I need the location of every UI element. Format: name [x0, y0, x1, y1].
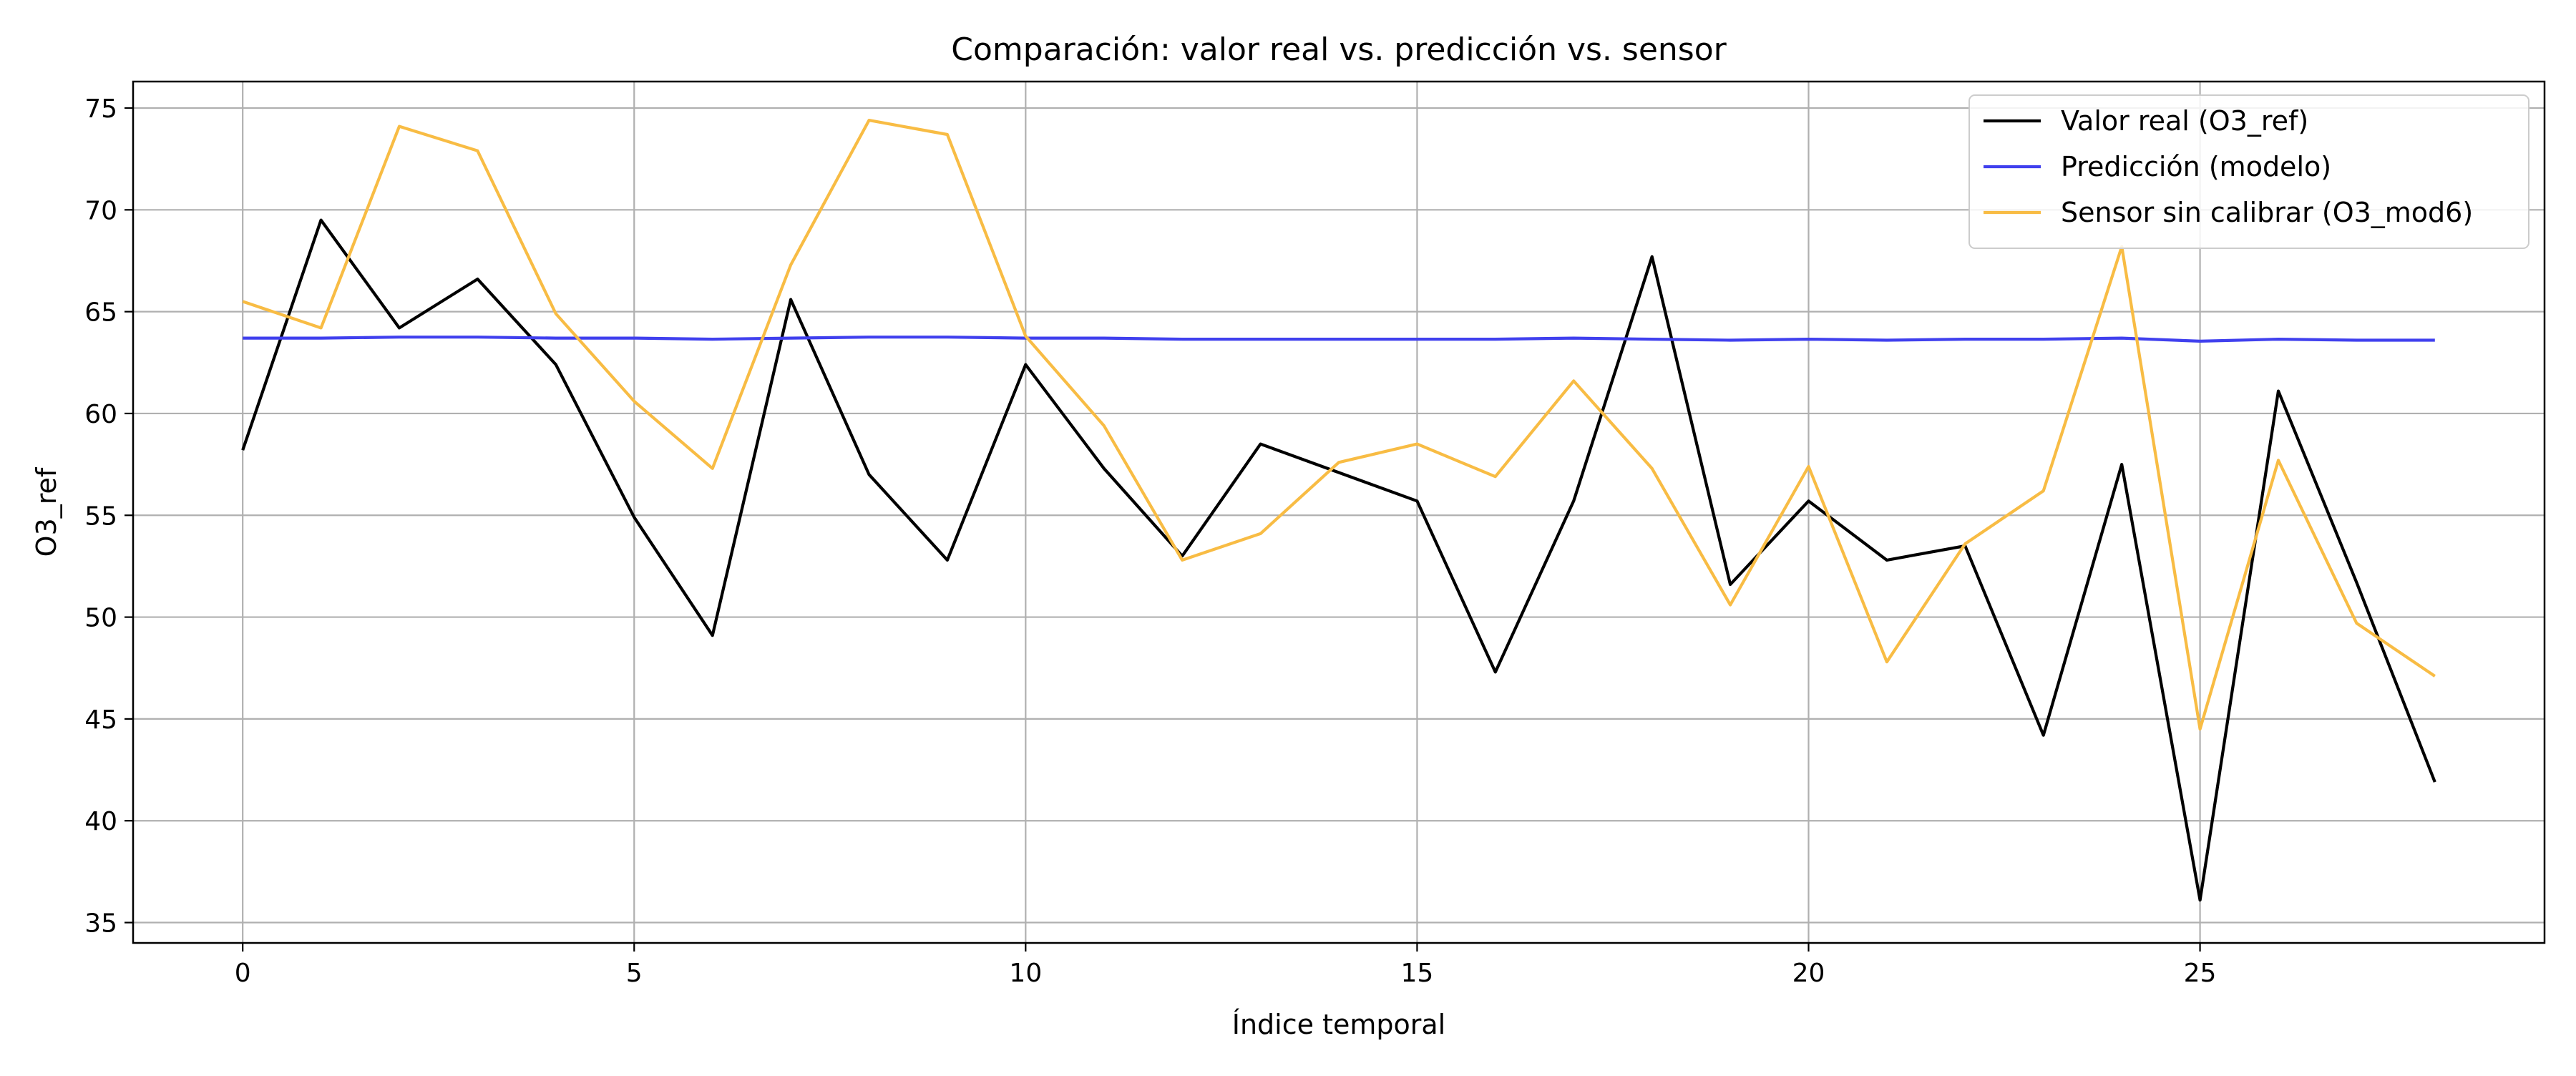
- x-tick-label: 0: [235, 959, 251, 988]
- y-tick-label: 60: [84, 400, 117, 429]
- x-axis-label: Índice temporal: [1232, 1009, 1445, 1040]
- chart-title: Comparación: valor real vs. predicción v…: [951, 31, 1727, 68]
- y-tick-label: 75: [84, 94, 117, 124]
- y-tick-label: 40: [84, 807, 117, 836]
- legend-label-2: Predicción (modelo): [2061, 151, 2331, 182]
- series-lines: [241, 119, 2436, 902]
- x-tick-label: 10: [1009, 959, 1042, 988]
- x-tick-label: 15: [1401, 959, 1434, 988]
- series-line-3: [242, 119, 2436, 731]
- legend-label-3: Sensor sin calibrar (O3_mod6): [2061, 197, 2473, 228]
- legend-box: [1968, 94, 2529, 249]
- axis-ticks: 0 5 10 15 20 25 35 40 45 50 55 60 65 70 75: [84, 94, 2216, 988]
- y-tick-label: 55: [84, 502, 117, 531]
- plot-frame: [132, 80, 2546, 944]
- y-tick-label: 50: [84, 604, 117, 633]
- y-axis-label: O3_ref: [31, 466, 62, 557]
- x-tick-label: 25: [2184, 959, 2217, 988]
- y-tick-label: 65: [84, 298, 117, 328]
- y-tick-label: 70: [84, 196, 117, 225]
- series-line-1: [241, 218, 2436, 902]
- x-tick-label: 20: [1792, 959, 1825, 988]
- legend-label-1: Valor real (O3_ref): [2061, 105, 2308, 137]
- y-tick-label: 45: [84, 705, 117, 735]
- legend-items: Valor real (O3_ref) Predicción (modelo) Se…: [1984, 105, 2473, 228]
- legend: Valor real (O3_ref) Predicción (modelo) Se…: [1968, 94, 2529, 249]
- x-tick-label: 5: [626, 959, 643, 988]
- y-tick-label: 35: [84, 909, 117, 939]
- series-line-2: [243, 336, 2435, 343]
